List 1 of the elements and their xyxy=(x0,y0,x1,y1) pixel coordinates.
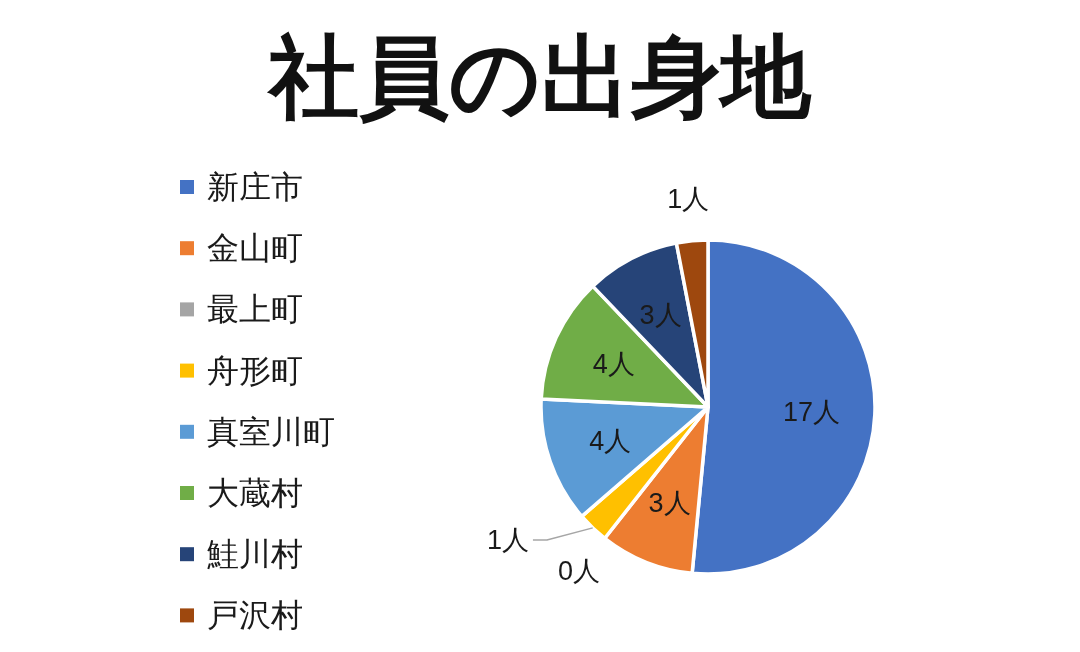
title: 社員の出身地 xyxy=(269,28,811,127)
